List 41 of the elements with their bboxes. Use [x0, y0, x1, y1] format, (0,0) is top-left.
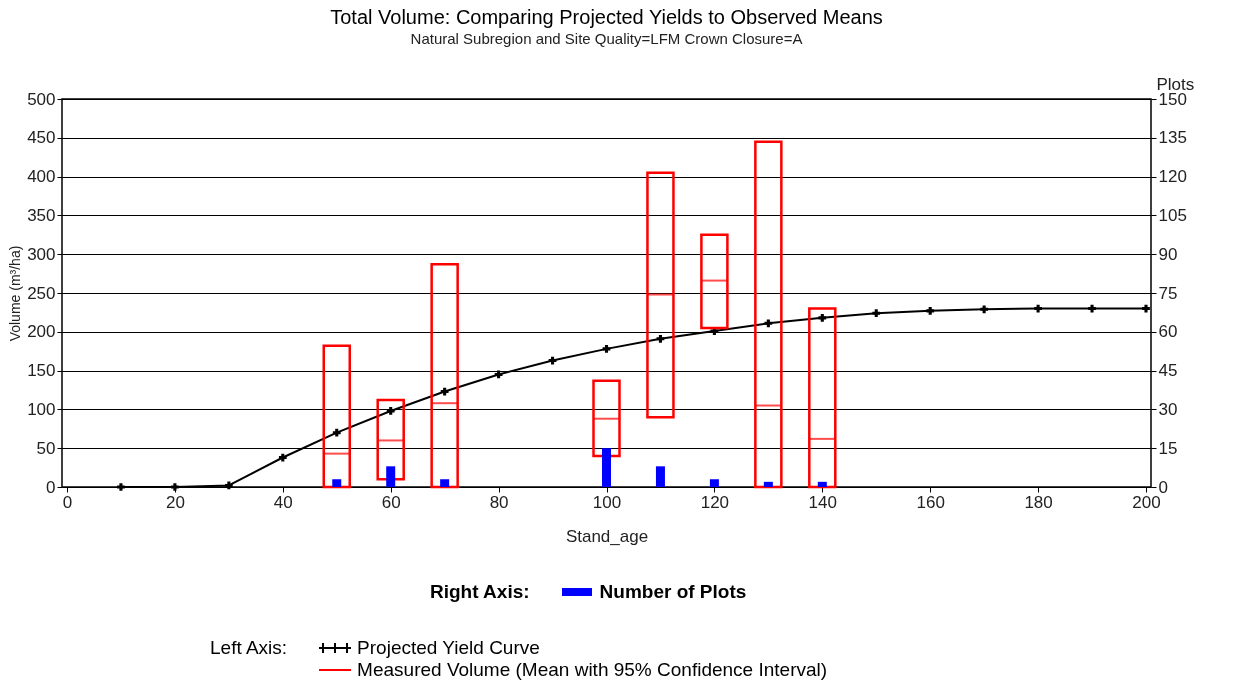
y2-tick-label: 120	[1158, 167, 1187, 187]
y2-tick-label: 75	[1158, 283, 1178, 303]
x-axis-title: Stand_age	[565, 526, 649, 546]
x-tick-label: 20	[165, 492, 185, 512]
legend-label: Measured Volume (Mean with 95% Confidence Interval)	[357, 659, 828, 681]
chart-subtitle: Natural Subregion and Site Quality=LFM Crown Closure=A	[410, 30, 803, 47]
x-tick-label: 100	[592, 492, 622, 512]
y-tick-label: 400	[27, 167, 56, 187]
legend-label: Number of Plots	[599, 581, 747, 603]
y2-tick-label: 45	[1158, 361, 1178, 381]
text: Left Axis:	[210, 637, 288, 659]
y-tick-label: 100	[27, 399, 56, 419]
text: Right Axis:	[430, 581, 530, 603]
legend-label: Projected Yield Curve	[357, 637, 540, 659]
y2-tick-label: 15	[1158, 438, 1178, 458]
x-tick-label: 80	[489, 492, 509, 512]
y-tick-label: 500	[27, 89, 56, 109]
x-tick-label: 140	[808, 492, 837, 512]
x-tick-label: 120	[700, 492, 730, 512]
y-tick-label: 350	[27, 205, 56, 225]
x-tick-label: 200	[1132, 492, 1161, 512]
x-tick-label: 160	[916, 492, 945, 512]
y2-tick-label: 60	[1158, 322, 1178, 342]
chart-title: Total Volume: Comparing Projected Yields to Observed Means	[330, 6, 883, 28]
y2-tick-label: 30	[1158, 399, 1178, 419]
x-tick-label: 40	[273, 492, 293, 512]
x-tick-label: 0	[62, 492, 73, 512]
y-tick-label: 200	[27, 322, 56, 342]
y2-tick-label: 105	[1158, 205, 1187, 225]
y-tick-label: 300	[27, 244, 56, 264]
y-axis-title: Volume (m³/ha)	[7, 245, 24, 342]
y2-tick-label: 0	[1158, 477, 1168, 497]
y-tick-label: 0	[46, 477, 56, 497]
y2-tick-label: 90	[1158, 244, 1178, 264]
y-tick-label: 450	[27, 128, 56, 148]
y-tick-label: 250	[27, 283, 56, 303]
y-tick-label: 150	[27, 361, 56, 381]
x-tick-label: 60	[381, 492, 401, 512]
y2-tick-label: 135	[1158, 128, 1187, 148]
x-tick-label: 180	[1024, 492, 1053, 512]
y-tick-label: 50	[36, 438, 56, 458]
